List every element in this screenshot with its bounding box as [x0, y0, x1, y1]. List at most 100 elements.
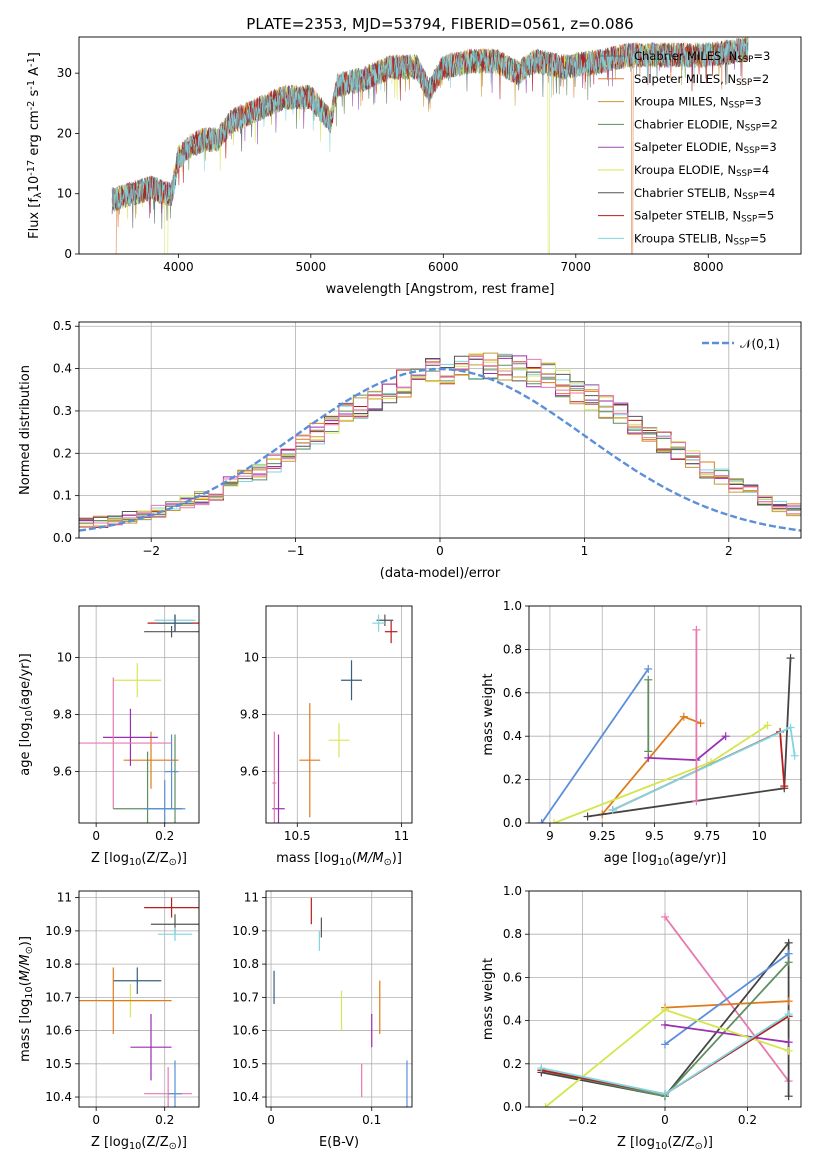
y-tick-label: 10.6	[232, 1024, 259, 1038]
panel-2: −2 −1 0 1 2 0.0 0.1 0.2 0.3 0.4 0.5 (data-model)/er…	[18, 319, 802, 581]
x-tick-label: 0	[661, 1113, 669, 1127]
y-tick-label: 1.0	[503, 884, 522, 898]
legend-entry: Chabrier MILES, NSSP=3	[634, 49, 770, 65]
x-tick-label: 5000	[296, 260, 327, 274]
x-axis-label: E(B-V)	[319, 1135, 359, 1150]
panel-8: −0.2 0 0.2 0.0 0.2 0.4 0.6 0.8 1.0 Z [log10(Z/Z⊙)…	[481, 884, 802, 1152]
panel-6: 0 0.2 10.4 10.5 10.6 10.7 10.8 10.9 11 Z [log10(Z…	[18, 890, 200, 1152]
y-tick-label: 0.0	[503, 816, 522, 830]
x-axis-label: (data-model)/error	[380, 566, 501, 581]
spectrum-line	[111, 37, 749, 211]
legend-entry: Kroupa ELODIE, NSSP=4	[634, 163, 769, 179]
weight-line	[664, 1000, 789, 1009]
weight-line	[587, 658, 792, 818]
y-tick-label: 0.4	[503, 729, 522, 743]
x-tick-label: 10.5	[284, 829, 311, 843]
weight-line	[540, 668, 650, 823]
figure-title: PLATE=2353, MJD=53794, FIBERID=0561, z=0…	[246, 15, 633, 33]
y-tick-label: 0.4	[503, 1014, 522, 1028]
plot-area	[537, 625, 799, 823]
y-tick-label: 0.8	[503, 642, 522, 656]
axes-frame	[265, 890, 413, 1108]
y-axis-label: mass weight	[481, 673, 496, 755]
x-tick-label: 6000	[428, 260, 459, 274]
x-axis-label: Z [log10(Z/Z⊙)]	[617, 1135, 713, 1152]
plot-area	[79, 614, 199, 823]
y-tick-label: 0.0	[503, 1100, 522, 1114]
y-tick-label: 10	[244, 650, 259, 664]
plot-area	[111, 37, 749, 254]
y-axis-label: mass [log10(M/M⊙)]	[18, 936, 35, 1062]
x-tick-label: 0	[436, 544, 444, 558]
x-tick-label: 0.2	[738, 1113, 757, 1127]
plot-area	[79, 897, 199, 1107]
x-tick-label: 8000	[693, 260, 724, 274]
normal-curve	[79, 367, 801, 532]
y-tick-label: 1.0	[503, 599, 522, 613]
x-tick-label: 2	[725, 544, 733, 558]
x-axis-label: age [log10(age/yr)]	[604, 851, 727, 868]
x-tick-label: 0	[92, 829, 100, 843]
plot-area	[537, 912, 793, 1107]
legend-entry: Chabrier STELIB, NSSP=4	[634, 186, 775, 202]
axes-frame	[78, 36, 802, 255]
y-tick-label: 10.6	[45, 1024, 72, 1038]
y-tick-label: 0.4	[53, 362, 72, 376]
x-tick-label: 9.25	[589, 829, 616, 843]
y-tick-label: 10.5	[45, 1057, 72, 1071]
plot-area	[272, 614, 398, 823]
y-tick-label: 11	[244, 891, 259, 905]
y-tick-label: 0.5	[53, 319, 72, 333]
axes-frame	[78, 605, 200, 824]
y-tick-label: 9.8	[240, 708, 259, 722]
y-tick-label: 10.9	[45, 924, 72, 938]
panel-3: 0 0.2 9.6 9.8 10 Z [log10(Z/Z⊙)] age [log10(ag…	[18, 605, 200, 868]
y-tick-label: 0.2	[503, 1057, 522, 1071]
y-tick-label: 10.7	[232, 990, 259, 1004]
y-tick-label: 9.8	[53, 708, 72, 722]
x-tick-label: 0	[267, 1113, 275, 1127]
axes-frame	[528, 605, 802, 824]
x-tick-label: 11	[394, 829, 409, 843]
weight-line	[664, 952, 790, 1046]
y-tick-label: 10	[57, 650, 72, 664]
y-tick-label: 0.6	[503, 970, 522, 984]
y-tick-label: 9.6	[53, 765, 72, 779]
legend-entry: Salpeter STELIB, NSSP=5	[634, 209, 774, 225]
y-tick-label: 10.8	[45, 957, 72, 971]
y-tick-label: 0.6	[503, 686, 522, 700]
panel-5: 9 9.25 9.5 9.75 10 0.0 0.2 0.4 0.6 0.8 1.0 age [log…	[481, 599, 802, 868]
y-tick-label: 0.2	[53, 446, 72, 460]
x-tick-label: 9.5	[645, 829, 664, 843]
y-tick-label: 10.9	[232, 924, 259, 938]
x-tick-label: 0.1	[362, 1113, 381, 1127]
y-tick-label: 0.1	[53, 489, 72, 503]
axes-frame	[265, 605, 413, 824]
x-tick-label: 0.2	[155, 829, 174, 843]
axes-frame	[528, 890, 802, 1108]
x-axis-label: Z [log10(Z/Z⊙)]	[91, 1135, 187, 1152]
x-axis-label: wavelength [Angstrom, rest frame]	[326, 282, 555, 297]
x-tick-label: 9.75	[693, 829, 720, 843]
y-tick-label: 20	[57, 126, 72, 140]
legend: Chabrier MILES, NSSP=3 Salpeter MILES, NS…	[598, 49, 778, 248]
x-tick-label: −0.2	[568, 1113, 597, 1127]
weight-line	[664, 1024, 789, 1044]
x-tick-label: 7000	[561, 260, 592, 274]
legend-entry: Chabrier ELODIE, NSSP=2	[634, 117, 778, 133]
x-tick-label: 10	[752, 829, 767, 843]
x-axis-label: mass [log10(M/M⊙)]	[276, 851, 402, 868]
y-tick-label: 11	[57, 891, 72, 905]
x-tick-label: −2	[142, 544, 160, 558]
y-tick-label: 0.2	[503, 773, 522, 787]
x-tick-label: 4000	[163, 260, 194, 274]
weight-line	[601, 715, 701, 815]
y-axis-label: Flux [fλ10-17 erg cm-2 s-1 A-1]	[26, 52, 44, 239]
weight-line	[553, 724, 768, 823]
y-tick-label: 9.6	[240, 765, 259, 779]
x-tick-label: −1	[287, 544, 305, 558]
y-tick-label: 10.4	[45, 1090, 72, 1104]
panel-4: 10.5 11 9.6 9.8 10 mass [log10(M/M⊙)]	[240, 605, 413, 868]
panel-1: 4000 5000 6000 7000 8000 0 10 20 30 wavelength [A…	[26, 36, 802, 297]
